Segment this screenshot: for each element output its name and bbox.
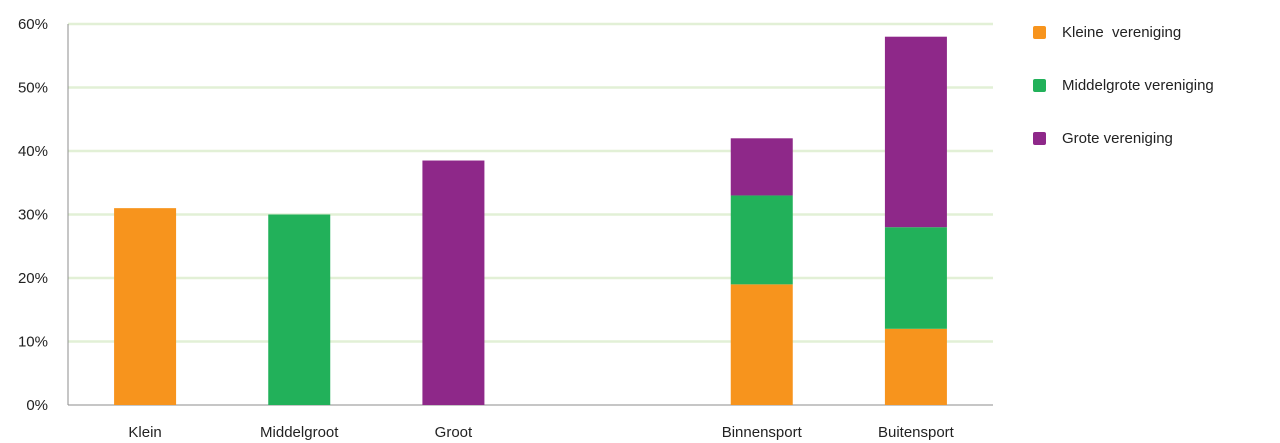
legend-label-grote: Grote vereniging: [1062, 129, 1173, 147]
legend-swatch-kleine: [1033, 25, 1046, 39]
bar: [730, 195, 793, 285]
bar: [884, 227, 947, 329]
bar: [884, 328, 947, 405]
chart-svg: 0% 10% 20% 30% 40% 50% 60% Klein Middelgroot Groo…: [18, 16, 993, 441]
legend-label-kleine: Kleine vereniging: [1062, 23, 1182, 41]
x-tick-label: Groot: [435, 424, 473, 441]
bar: [422, 160, 485, 405]
legend: Kleine vereniging Middelgrote vereniging…: [1033, 22, 1214, 181]
y-tick-label: 50%: [18, 80, 48, 97]
y-tick-label: 10%: [18, 334, 48, 351]
legend-item-middelgrote: Middelgrote vereniging: [1033, 75, 1214, 95]
y-tick-label: 30%: [18, 207, 48, 224]
bar: [884, 36, 947, 228]
legend-item-kleine: Kleine vereniging: [1033, 22, 1214, 42]
x-tick-label: Middelgroot: [260, 424, 339, 441]
x-tick-label: Binnensport: [722, 424, 803, 441]
legend-label-middelgrote: Middelgrote vereniging: [1062, 76, 1214, 94]
x-tick-label: Klein: [128, 424, 161, 441]
x-tick-label: Buitensport: [878, 424, 955, 441]
y-tick-label: 20%: [18, 270, 48, 287]
legend-swatch-middelgrote: [1033, 78, 1046, 92]
y-tick-label: 0%: [26, 397, 48, 414]
legend-swatch-grote: [1033, 131, 1046, 145]
bar: [730, 138, 793, 196]
y-tick-label: 60%: [18, 16, 48, 33]
legend-item-grote: Grote vereniging: [1033, 128, 1214, 148]
bar: [114, 208, 177, 405]
y-tick-label: 40%: [18, 143, 48, 160]
bar: [268, 214, 331, 405]
bar: [730, 284, 793, 405]
